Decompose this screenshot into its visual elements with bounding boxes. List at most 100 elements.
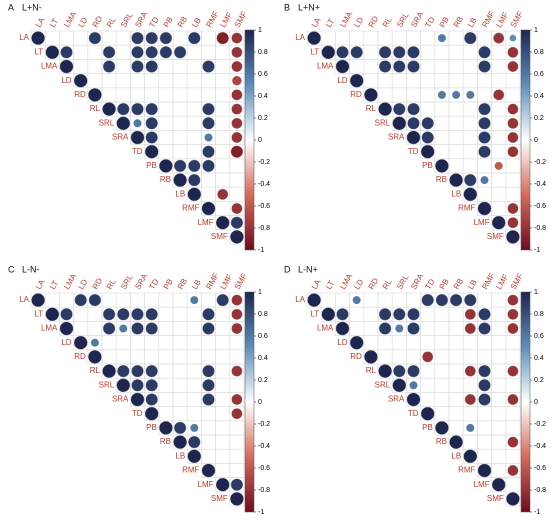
- row-label: LD: [337, 76, 347, 85]
- cell: [477, 186, 492, 202]
- cell: [158, 101, 174, 117]
- column-label: RMF: [480, 271, 497, 291]
- cell: [462, 73, 478, 89]
- cell: [101, 335, 117, 351]
- corr-circle: [507, 132, 519, 143]
- cell: [130, 73, 145, 89]
- cell: [448, 335, 464, 351]
- colorbar-tick-label: 0.2: [534, 377, 544, 384]
- corr-circle: [493, 89, 505, 101]
- cell: [505, 335, 521, 351]
- corr-circle: [88, 293, 102, 307]
- column-label: RB: [176, 15, 189, 29]
- cell: [491, 434, 507, 450]
- colorbar-tick-label: 0: [534, 399, 538, 406]
- colorbar-tick-label: 0.2: [258, 115, 268, 122]
- corr-circle: [507, 365, 519, 377]
- corr-circle: [449, 293, 463, 307]
- cell: [158, 87, 174, 103]
- corr-circle: [449, 435, 463, 449]
- cell: [229, 448, 245, 464]
- cell: [349, 30, 365, 46]
- corr-circle: [231, 89, 243, 101]
- colorbar-tick-label: 0.4: [534, 93, 544, 100]
- cell: [363, 59, 379, 74]
- corr-circle: [507, 394, 519, 405]
- corr-circle: [231, 132, 243, 143]
- corr-circle: [231, 203, 243, 214]
- column-label: LMA: [338, 10, 354, 29]
- cell: [44, 30, 60, 46]
- cell: [406, 335, 421, 351]
- corr-circle: [202, 145, 215, 158]
- corr-circle: [131, 46, 144, 59]
- corr-circle: [378, 322, 392, 335]
- row-label: RL: [366, 366, 377, 375]
- cell: [505, 448, 521, 464]
- corr-circle: [202, 379, 215, 392]
- corr-circle: [231, 308, 243, 320]
- colorbar-tick-label: -0.4: [534, 181, 546, 188]
- cell: [115, 349, 131, 365]
- row-label: PB: [146, 161, 157, 170]
- corr-circle: [507, 308, 519, 320]
- corr-circle: [202, 102, 215, 116]
- cell: [477, 406, 492, 422]
- cell: [391, 335, 407, 351]
- corr-circle: [145, 31, 158, 45]
- column-label: SMF: [233, 10, 249, 29]
- corr-circle: [202, 308, 215, 321]
- cell: [215, 59, 231, 74]
- cell: [420, 321, 436, 336]
- corr-circle: [173, 159, 187, 173]
- panel-title: L+N+: [298, 2, 320, 12]
- cell: [462, 144, 478, 160]
- colorbar-tick-label: -1: [258, 509, 264, 516]
- cell: [59, 30, 74, 46]
- corr-circle: [202, 364, 215, 378]
- cell: [363, 30, 379, 46]
- cell: [491, 292, 507, 308]
- corr-circle: [31, 293, 45, 307]
- corr-circle: [187, 449, 202, 464]
- row-label: LB: [451, 451, 461, 460]
- corr-circle: [117, 364, 130, 378]
- colorbar-tick-label: 0.4: [258, 93, 268, 100]
- corr-circle: [478, 364, 491, 378]
- cell: [477, 420, 492, 436]
- cell: [87, 306, 103, 322]
- corr-circle: [144, 144, 159, 159]
- corr-circle: [506, 492, 520, 506]
- cell: [462, 130, 478, 145]
- corr-circle: [202, 322, 215, 335]
- cell: [186, 44, 202, 60]
- cell: [462, 434, 478, 450]
- cell: [215, 115, 231, 131]
- corr-circle: [409, 381, 418, 390]
- corr-circle: [231, 294, 243, 306]
- cell: [186, 87, 202, 103]
- corr-circle: [145, 322, 158, 335]
- corr-circle: [60, 46, 73, 59]
- cell: [229, 172, 245, 188]
- colorbar-tick-label: -1: [534, 509, 540, 516]
- corr-circle: [507, 217, 519, 229]
- cell: [391, 292, 407, 308]
- column-label: SRA: [409, 272, 425, 291]
- corr-circle: [231, 46, 243, 58]
- corr-circle: [491, 215, 506, 230]
- cell: [186, 144, 202, 160]
- corr-circle: [336, 308, 349, 321]
- corr-circle: [88, 88, 102, 102]
- cell: [434, 130, 450, 145]
- row-label: SRA: [112, 395, 129, 404]
- cell: [186, 130, 202, 145]
- cell: [420, 101, 436, 117]
- cell: [130, 87, 145, 103]
- cell: [158, 335, 174, 351]
- column-label: RD: [367, 14, 381, 29]
- column-label: LT: [324, 17, 336, 29]
- corr-circle: [215, 477, 230, 492]
- corr-circle: [507, 103, 519, 115]
- cell: [115, 30, 131, 46]
